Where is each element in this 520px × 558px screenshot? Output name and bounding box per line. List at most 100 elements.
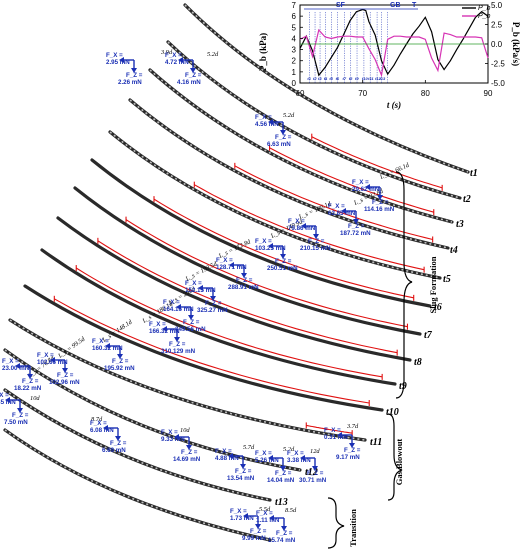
curve-6 [90,158,432,308]
length-label: 5.7d [243,444,255,451]
force-annotation-19: F_X =4.88 mN F_Z =13.54 mN [215,448,255,482]
fz-label: F_Z = [307,470,324,477]
length-label: 5.2d [283,112,295,119]
force-annotation-17: F_X =9.33 mN F_Z =14.69 mN [161,429,201,463]
time-label-t1: t1 [470,168,478,179]
force-annotation-14: F_X =23.00 mN F_Z =18.22 mN [2,358,42,392]
time-label-t12: t12 [305,467,318,478]
fz-arrowhead [241,273,247,278]
time-label-t2: t2 [463,194,471,205]
fx-arrowhead [162,326,167,332]
time-marker-label: t2 [313,76,317,81]
slug-extent-line [125,219,408,328]
fz-label: F_Z = [348,223,365,230]
fz-label: F_Z = [372,199,389,206]
fx-label: F_X = [288,218,305,225]
time-marker-label: t1 [307,76,311,81]
fx-arrowhead [228,453,233,459]
slug-extent-line [194,184,425,271]
force-annotation-7: F_X =103.25 mN F_Z =250.51 mN [255,238,298,272]
slug-extent-line [306,424,353,434]
curve-bead-pattern [109,131,441,279]
fz-value: 349.56 mN [175,326,206,333]
curve-bead-pattern [149,69,453,223]
transition-brace [327,497,345,549]
force-annotation-15: F_X =9.35 mN F_Z =7.50 mN [0,392,29,426]
length-label: 3.9d [160,49,173,56]
force-annotation-12: F_X =160.32 mN F_Z =195.92 mN [92,338,135,372]
gas-blowout-brace [387,413,403,501]
fx-label: F_X = [230,508,247,515]
time-label-t5: t5 [443,274,451,285]
time-label-t4: t4 [450,245,458,256]
fx-label: F_X = [163,299,180,306]
time-marker-label: t4 [324,76,328,81]
fx-value: 3.38 mN [287,457,311,464]
length-label: 8.7d [91,416,103,423]
fz-arrowhead [186,445,192,450]
fx-arrowhead [229,262,234,268]
x-tick-label: 90 [484,89,493,98]
fx-arrowhead [268,119,273,125]
fx-arrowhead [243,513,248,519]
curve-bead-pattern [167,41,461,199]
fx-value: 1.11 mN [256,517,280,524]
fx-arrowhead [178,57,183,63]
fz-arrowhead [117,354,123,359]
y-left-tick-label: 4 [292,34,297,43]
fz-value: 14.04 mN [267,477,295,484]
length-label: 10d [180,427,190,434]
slug-extent-line [97,240,398,354]
fx-arrowhead [105,343,110,349]
fx-value: 4.56 mN [255,121,279,128]
inset-xlabel: t (s) [387,100,401,110]
fx-label: F_X = [92,338,109,345]
length-label: 8.5d [285,507,297,514]
fx-label: F_X = [256,510,273,517]
y-left-tick-label: 5 [292,23,297,32]
curve-14 [3,428,272,542]
force-annotations: F_X =2.95 mNF_Z =2.26 mNF_X =4.72 mNF_Z … [0,52,395,544]
time-label-t11: t11 [370,437,382,448]
curve-4 [128,98,450,250]
fz-arrowhead [17,408,23,413]
force-annotation-9: F_X =152.15 mN F_Z =325.27 mN [185,280,228,314]
inset-ylabel-right: Ṗ_b (kPa/s) [511,22,520,66]
fz-value: 18.22 mN [14,385,42,392]
phase-transition: Transition [348,509,358,547]
y-right-tick-label: -2.5 [491,60,505,69]
fx-value: 152.15 mN [185,287,216,294]
slug-extent-line [54,298,370,404]
fz-label: F_Z = [205,300,222,307]
fx-arrowhead [300,455,305,461]
fz-arrowhead [188,315,194,320]
fz-arrowhead [131,68,137,73]
fz-value: 6.69 mN [102,447,126,454]
y-left-tick-label: 3 [292,46,297,55]
fz-arrowhead [377,195,383,200]
fx-value: 2.95 mN [106,59,130,66]
fz-value: 13.54 mN [227,475,255,482]
curve-13 [3,388,272,502]
fz-arrowhead [115,436,121,441]
phase-gas-blowout: Gas Blowout [394,439,404,486]
time-marker-label: t10 [362,76,369,81]
slug-curves [3,3,470,542]
y-left-tick-label: 6 [292,12,297,21]
time-label-t3: t3 [456,219,464,230]
fz-label: F_Z = [181,449,198,456]
y-right-tick-label: -5.0 [491,79,505,88]
fz-arrowhead [280,130,286,135]
curve-bead-pattern [9,319,366,441]
slug-formation-brace [395,171,413,399]
fz-value: 6.63 mN [267,141,291,148]
fx-value: 29.62 mN [352,186,380,193]
fx-label: F_X = [352,179,369,186]
fx-arrowhead [103,425,108,431]
fx-label: F_X = [106,52,123,59]
fz-value: 250.51 mN [267,265,298,272]
